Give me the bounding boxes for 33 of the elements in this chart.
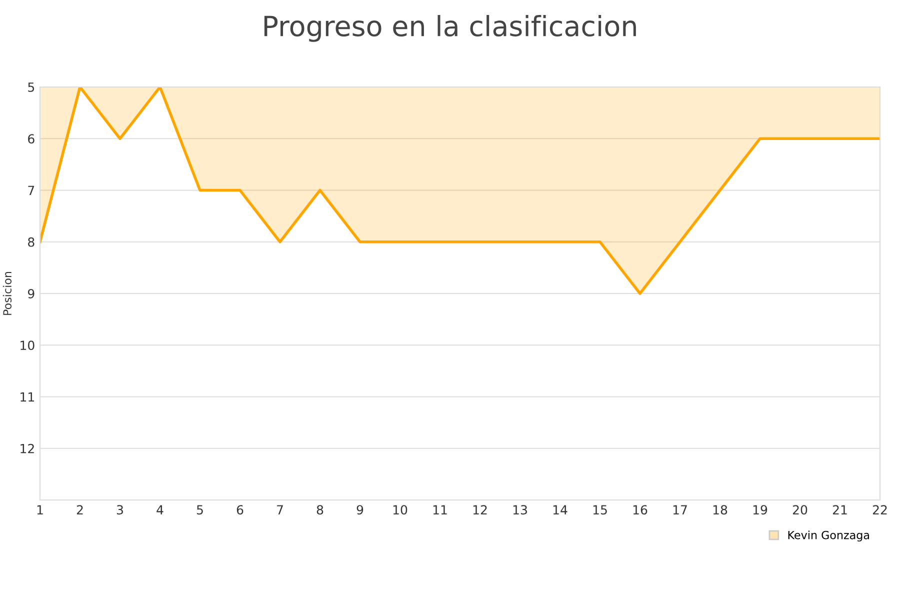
x-tick-label: 11 xyxy=(433,505,447,514)
x-tick-label: 9 xyxy=(356,505,364,515)
x-tick-label: 15 xyxy=(593,505,607,515)
x-tick-label: 17 xyxy=(673,505,687,514)
y-tick-label: 6 xyxy=(28,134,34,144)
y-tick-label: 8 xyxy=(28,237,34,247)
x-tick-label: 4 xyxy=(156,505,164,514)
x-tick-label: 18 xyxy=(713,505,728,515)
chart-title: Progreso en la clasificacion xyxy=(264,15,636,42)
legend-label: Kevin Gonzaga xyxy=(788,530,869,542)
x-tick-label: 5 xyxy=(196,505,203,515)
x-tick-label: 21 xyxy=(832,505,847,514)
x-tick-label: 14 xyxy=(553,505,568,514)
y-tick-label: 9 xyxy=(28,288,34,298)
x-tick-label: 8 xyxy=(316,505,324,515)
x-tick-label: 19 xyxy=(753,505,768,515)
y-tick-label: 5 xyxy=(28,82,34,92)
x-tick-label: 12 xyxy=(473,505,487,514)
y-axis-title: Posicion xyxy=(2,272,12,315)
x-tick-label: 16 xyxy=(633,505,648,515)
y-tick-label: 12 xyxy=(20,444,34,454)
y-tick-label: 7 xyxy=(28,186,34,195)
x-tick-label: 10 xyxy=(393,505,408,515)
y-tick-label: 10 xyxy=(20,340,34,350)
x-tick-label: 22 xyxy=(872,505,887,514)
x-tick-label: 3 xyxy=(116,505,123,515)
x-tick-label: 20 xyxy=(792,505,808,515)
y-tick-label: 11 xyxy=(20,392,34,402)
x-tick-label: 7 xyxy=(277,505,283,514)
x-tick-label: 6 xyxy=(236,505,244,515)
x-tick-label: 2 xyxy=(76,505,83,514)
x-tick-label: 13 xyxy=(513,505,527,515)
x-tick-label: 1 xyxy=(37,505,43,514)
